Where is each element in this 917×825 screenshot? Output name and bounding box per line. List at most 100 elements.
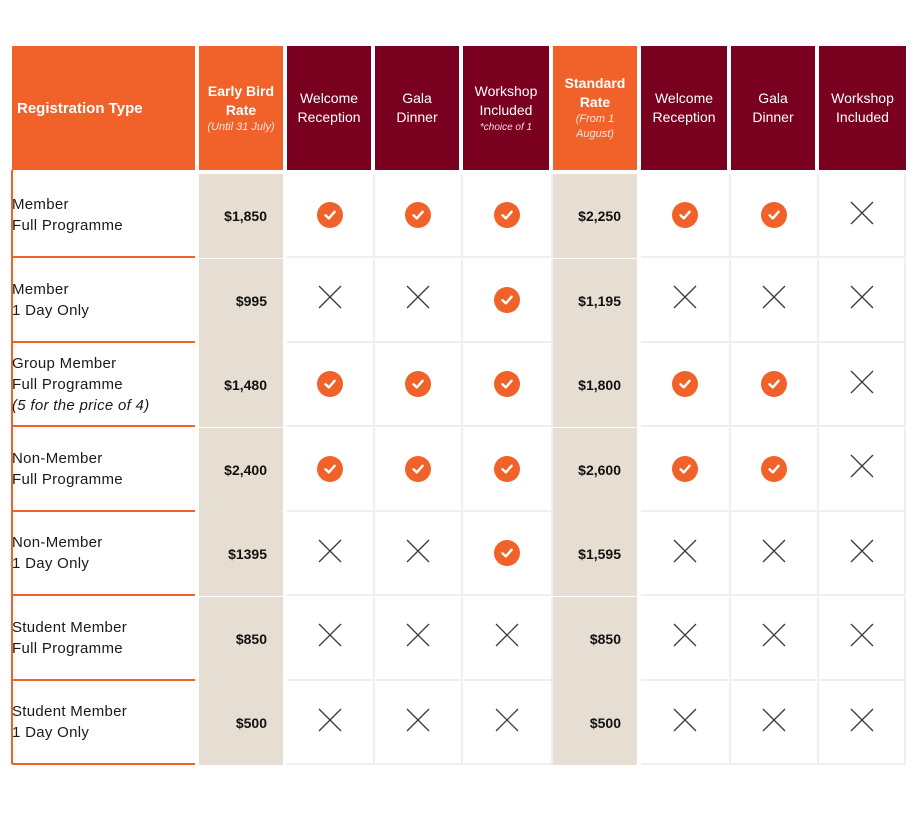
early-bird-price: $1,850	[199, 174, 283, 258]
header-early-workshop-note: *choice of 1	[479, 121, 533, 133]
cross-icon	[317, 622, 343, 653]
cross-icon	[494, 707, 520, 738]
header-standard-title: Standard Rate	[564, 75, 626, 110]
header-early-bird-title: Early Bird Rate	[207, 82, 275, 118]
header-early-welcome-reception: Welcome Reception	[287, 46, 371, 170]
cross-icon	[494, 622, 520, 653]
early-gala-cell	[375, 596, 463, 681]
early-workshop-cell	[463, 512, 553, 596]
header-early-welcome-label: Welcome Reception	[297, 90, 361, 125]
check-circle-icon	[761, 202, 787, 228]
check-circle-icon	[494, 202, 520, 228]
registration-type-cell: Student Member 1 Day Only	[12, 681, 195, 765]
early-welcome-cell	[287, 343, 375, 427]
standard-welcome-cell	[641, 427, 731, 512]
early-workshop-cell	[463, 427, 553, 512]
cross-icon	[849, 707, 875, 738]
header-registration-type-label: Registration Type	[17, 99, 143, 117]
cross-icon	[672, 707, 698, 738]
header-std-welcome-reception: Welcome Reception	[641, 46, 727, 170]
check-circle-icon	[405, 371, 431, 397]
early-workshop-cell	[463, 174, 553, 258]
header-registration-type: Registration Type	[12, 46, 195, 170]
registration-type-line-1: Group Member	[12, 354, 117, 372]
standard-workshop-cell	[819, 596, 906, 681]
early-gala-cell	[375, 258, 463, 343]
early-welcome-cell	[287, 427, 375, 512]
standard-workshop-cell	[819, 174, 906, 258]
table-row: Group Member Full Programme (5 for the pri…	[12, 343, 906, 427]
early-bird-price: $850	[199, 596, 283, 681]
standard-gala-cell	[731, 512, 819, 596]
early-gala-cell	[375, 343, 463, 427]
standard-gala-cell	[731, 258, 819, 343]
check-circle-icon	[672, 455, 698, 482]
early-gala-cell	[375, 174, 463, 258]
check-circle-icon	[494, 286, 520, 313]
check-circle-icon	[761, 371, 787, 397]
table-row: Non-Member Full Programme $2,400 $2,600	[12, 427, 906, 512]
standard-gala-cell	[731, 681, 819, 765]
header-early-workshop-title: Workshop Included	[474, 82, 538, 118]
check-circle-icon	[494, 540, 520, 566]
left-accent-rule	[11, 170, 13, 764]
early-workshop-cell	[463, 681, 553, 765]
registration-type-line-1: Non-Member	[12, 449, 103, 467]
standard-welcome-cell	[641, 343, 731, 427]
check-circle-icon	[317, 202, 343, 228]
standard-welcome-cell	[641, 596, 731, 681]
standard-price: $500	[553, 681, 637, 765]
header-std-workshop-included: Workshop Included	[819, 46, 906, 170]
cross-icon	[405, 284, 431, 315]
registration-type-line-2: 1 Day Only	[12, 301, 90, 319]
early-welcome-cell	[287, 174, 375, 258]
cross-icon	[672, 284, 698, 315]
cross-icon	[761, 707, 787, 738]
cross-icon	[849, 284, 875, 315]
early-welcome-cell	[287, 258, 375, 343]
check-circle-icon	[317, 455, 343, 482]
table-row: Non-Member 1 Day Only $1395 $1,595	[12, 512, 906, 596]
header-std-gala-dinner: Gala Dinner	[731, 46, 815, 170]
cross-icon	[761, 622, 787, 653]
header-std-welcome-label: Welcome Reception	[652, 90, 716, 125]
cross-icon	[317, 538, 343, 569]
header-early-bird-note: (Until 31 July)	[207, 120, 275, 133]
table-row: Member Full Programme $1,850 $2,250	[12, 174, 906, 258]
early-welcome-cell	[287, 596, 375, 681]
early-gala-cell	[375, 681, 463, 765]
standard-welcome-cell	[641, 512, 731, 596]
standard-welcome-cell	[641, 258, 731, 343]
registration-type-line-2: Full Programme	[12, 217, 123, 234]
cross-icon	[405, 707, 431, 738]
early-welcome-cell	[287, 681, 375, 765]
registration-type-line-2: 1 Day Only	[12, 555, 90, 572]
early-workshop-cell	[463, 258, 553, 343]
header-early-gala-label: Gala Dinner	[396, 90, 438, 125]
early-welcome-cell	[287, 512, 375, 596]
registration-type-line-2: Full Programme	[12, 470, 123, 488]
check-circle-icon	[761, 455, 787, 482]
early-gala-cell	[375, 427, 463, 512]
cross-icon	[405, 538, 431, 569]
standard-workshop-cell	[819, 343, 906, 427]
registration-type-cell: Member Full Programme	[12, 174, 195, 258]
table-row: Student Member Full Programme $850 $850	[12, 596, 906, 681]
standard-price: $1,800	[553, 343, 637, 427]
standard-gala-cell	[731, 596, 819, 681]
standard-price: $2,250	[553, 174, 637, 258]
header-standard-note: (From 1 August)	[575, 113, 615, 140]
standard-welcome-cell	[641, 174, 731, 258]
registration-type-line-1: Student Member	[12, 618, 128, 636]
check-circle-icon	[405, 202, 431, 228]
early-workshop-cell	[463, 596, 553, 681]
check-circle-icon	[672, 202, 698, 228]
early-bird-price: $995	[199, 258, 283, 343]
registration-type-cell: Group Member Full Programme (5 for the pri…	[12, 343, 195, 427]
standard-gala-cell	[731, 427, 819, 512]
standard-gala-cell	[731, 343, 819, 427]
registration-type-cell: Member 1 Day Only	[12, 259, 195, 343]
cross-icon	[761, 284, 787, 315]
registration-type-line-1: Student Member	[12, 703, 128, 720]
cross-icon	[849, 622, 875, 653]
